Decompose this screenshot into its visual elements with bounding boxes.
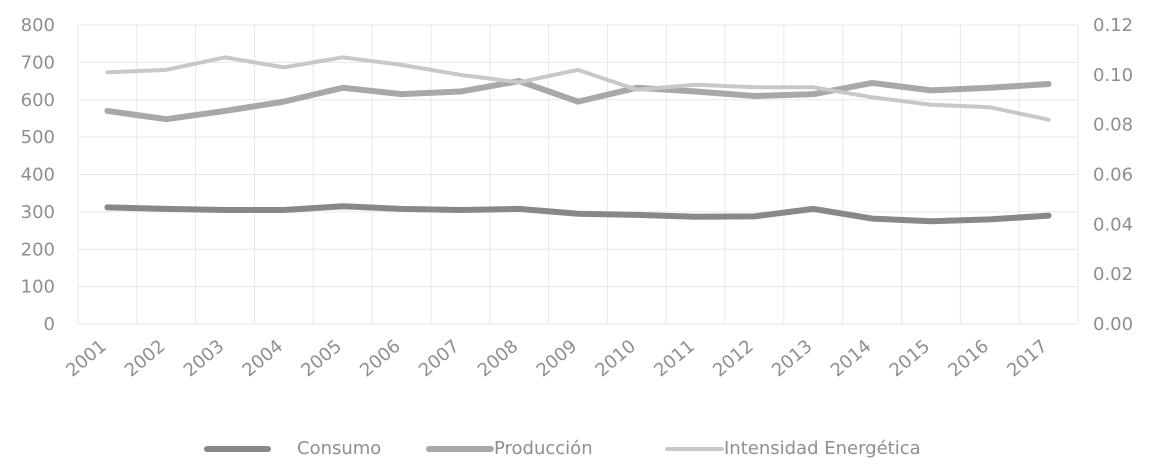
x-axis-tick-label: 2002 xyxy=(121,336,170,382)
y-axis-left-tick-label: 400 xyxy=(21,165,55,186)
y-axis-right-tick-label: 0.06 xyxy=(1093,165,1133,186)
legend: Consumo Producción Intensidad Energética xyxy=(207,438,921,459)
x-axis-tick-label: 2014 xyxy=(827,336,876,382)
y-axis-left-tick-label: 600 xyxy=(21,90,55,111)
y-axis-left-tick-label: 700 xyxy=(21,52,55,73)
x-axis-tick-label: 2004 xyxy=(239,336,288,382)
x-axis-tick-label: 2012 xyxy=(709,336,758,382)
series-layer xyxy=(107,57,1048,221)
x-axis-tick-label: 2006 xyxy=(356,336,405,382)
y-axis-right-tick-label: 0.00 xyxy=(1093,314,1133,335)
y-axis-left-tick-label: 300 xyxy=(21,202,55,223)
y-axis-right-tick-label: 0.08 xyxy=(1093,115,1133,136)
y-axis-left-tick-label: 100 xyxy=(21,277,55,298)
x-axis-tick-label: 2007 xyxy=(415,336,464,382)
x-axis-tick-label: 2003 xyxy=(180,336,229,382)
x-axis-tick-label: 2010 xyxy=(591,336,640,382)
y-axis-right-tick-label: 0.02 xyxy=(1093,264,1133,285)
x-axis-tick-label: 2001 xyxy=(62,336,111,382)
x-axis-tick-label: 2017 xyxy=(1003,336,1052,382)
y-axis-left-tick-label: 800 xyxy=(21,15,55,36)
legend-label-0: Consumo xyxy=(297,438,381,459)
y-axis-right-tick-label: 0.04 xyxy=(1093,214,1133,235)
x-axis-tick-label: 2008 xyxy=(474,336,523,382)
y-axis-right-tick-label: 0.10 xyxy=(1093,65,1133,86)
series-line-0 xyxy=(107,206,1048,221)
legend-label-2: Intensidad Energética xyxy=(724,438,921,459)
x-axis-tick-label: 2009 xyxy=(533,336,582,382)
x-axis-tick-label: 2015 xyxy=(886,336,935,382)
x-axis-tick-label: 2013 xyxy=(768,336,817,382)
y-axis-left-tick-label: 500 xyxy=(21,127,55,148)
legend-label-1: Producción xyxy=(494,438,593,459)
y-axis-left-tick-label: 200 xyxy=(21,239,55,260)
x-axis-tick-label: 2011 xyxy=(650,336,699,382)
x-axis-tick-label: 2005 xyxy=(297,336,346,382)
y-axis-right-tick-label: 0.12 xyxy=(1093,15,1133,36)
y-axis-left-tick-label: 0 xyxy=(44,314,55,335)
x-axis-tick-label: 2016 xyxy=(944,336,993,382)
